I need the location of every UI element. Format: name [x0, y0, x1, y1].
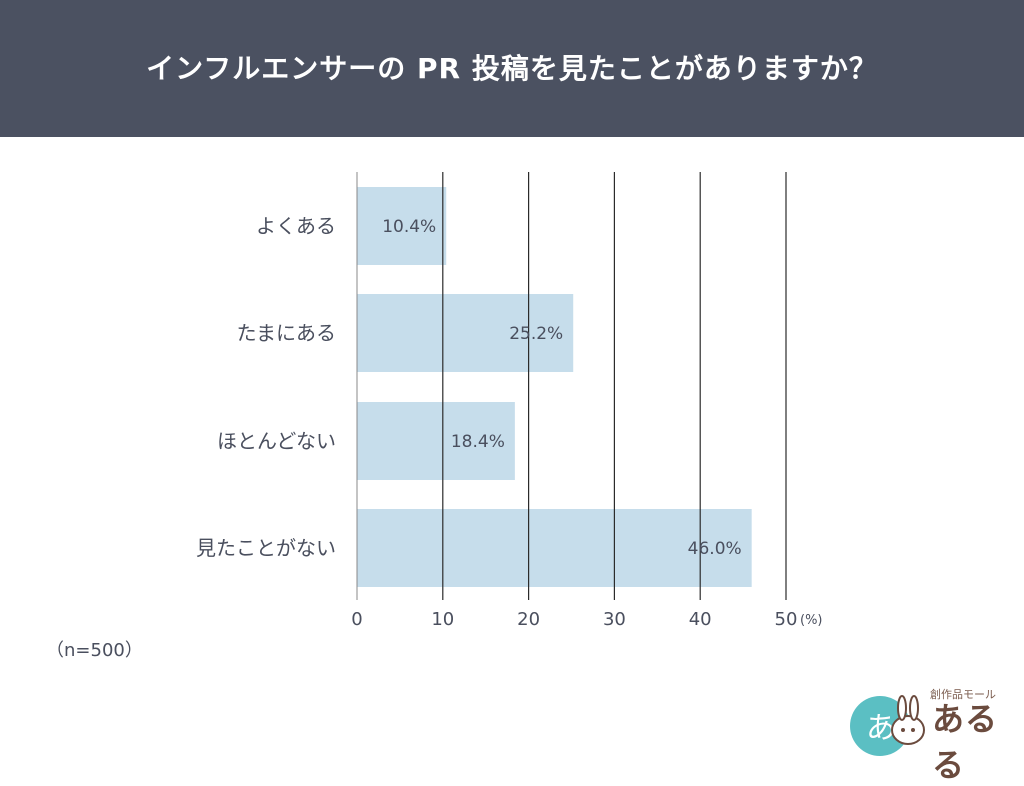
bar-2	[357, 294, 574, 372]
logo-text: あるる	[932, 700, 999, 784]
logo-circle-text: あ	[866, 711, 896, 746]
page-title: インフルエンサーの PR 投稿を見たことがありますか？	[146, 52, 878, 85]
value-label-4: 46.0%	[688, 539, 742, 559]
bar-4	[357, 509, 752, 587]
x-tick-label-20: 20	[517, 609, 540, 630]
category-label-1: よくある	[256, 214, 336, 238]
value-label-3: 18.4%	[451, 432, 505, 452]
category-label-3: ほとんどない	[217, 429, 336, 453]
sample-size-note: （n=500）	[46, 640, 143, 661]
x-tick-label-0: 0	[351, 609, 362, 630]
x-axis-unit: (%)	[800, 613, 823, 628]
x-tick-label-10: 10	[431, 609, 454, 630]
value-label-2: 25.2%	[509, 324, 563, 344]
x-tick-label-40: 40	[689, 609, 712, 630]
logo-icon: あ	[850, 695, 925, 756]
value-label-1: 10.4%	[382, 217, 436, 237]
logo-subtitle: 創作品モール	[930, 688, 996, 701]
x-tick-label-30: 30	[603, 609, 626, 630]
bar-3	[357, 402, 515, 480]
category-label-2: たまにある	[237, 321, 336, 345]
category-label-4: 見たことがない	[196, 536, 336, 560]
x-tick-label-50: 50	[775, 609, 798, 630]
bar-1	[357, 187, 447, 265]
header-bar: インフルエンサーの PR 投稿を見たことがありますか？	[0, 0, 1024, 137]
